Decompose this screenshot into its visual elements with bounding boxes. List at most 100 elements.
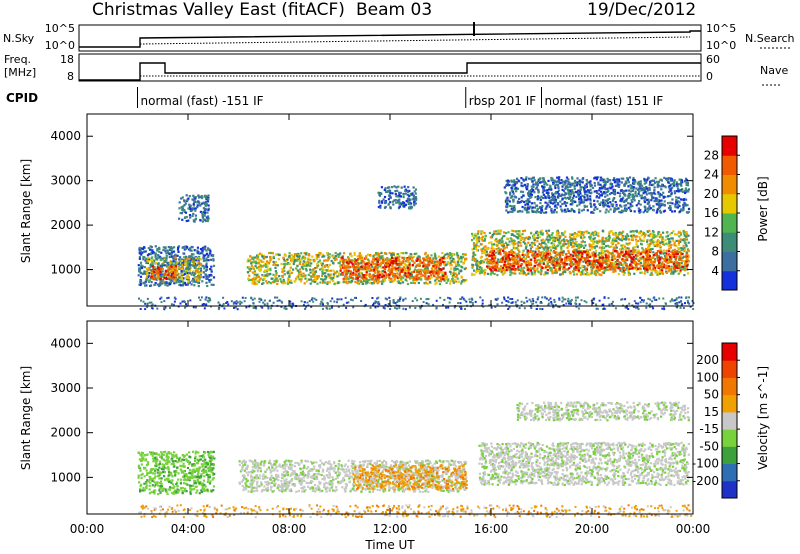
power-cell	[212, 276, 216, 279]
power-cell	[149, 265, 152, 268]
power-cell	[326, 259, 329, 262]
power-cell	[166, 284, 169, 287]
power-cell	[193, 196, 196, 199]
power-cell	[338, 272, 341, 275]
power-cell	[494, 251, 497, 254]
power-cell	[339, 252, 342, 255]
power-cell	[379, 263, 383, 266]
power-cell	[620, 251, 623, 254]
power-cell	[202, 211, 205, 214]
power-cell	[375, 264, 378, 267]
power-cell	[274, 277, 277, 280]
power-cell	[417, 255, 420, 258]
power-cell	[288, 269, 291, 272]
power-cell	[586, 272, 589, 275]
power-cell	[183, 204, 186, 207]
power-cell	[686, 256, 689, 259]
power-cell	[154, 254, 157, 257]
power-cell	[573, 258, 576, 261]
power-cell	[210, 274, 213, 277]
power-cell	[380, 251, 383, 254]
power-cell	[595, 240, 598, 243]
power-cell	[360, 280, 363, 283]
power-cell	[518, 272, 521, 275]
power-cell	[189, 258, 193, 261]
power-cell	[485, 254, 488, 257]
power-cell	[597, 232, 600, 235]
power-cell	[531, 254, 535, 257]
power-cell	[377, 255, 380, 258]
power-cell	[456, 260, 459, 263]
power-cell	[538, 246, 541, 250]
power-cell	[628, 267, 631, 270]
power-cell	[417, 278, 420, 281]
power-cell	[649, 263, 652, 266]
power-cell	[569, 256, 572, 259]
power-cell	[145, 261, 148, 264]
power-cell	[164, 250, 167, 253]
power-cell	[256, 257, 259, 260]
power-cell	[190, 255, 193, 258]
power-cell	[477, 232, 480, 235]
power-cell	[640, 243, 643, 246]
power-cell	[280, 262, 283, 266]
power-cell	[538, 236, 541, 239]
power-cell	[307, 262, 310, 265]
power-cell	[314, 267, 317, 270]
power-cell	[149, 277, 152, 280]
power-cell	[178, 281, 181, 284]
power-cell	[579, 273, 583, 276]
power-cell	[357, 272, 360, 275]
power-cell	[647, 249, 650, 252]
power-cell	[494, 254, 497, 258]
power-cell	[541, 242, 544, 245]
power-cell	[513, 266, 516, 269]
power-cell	[602, 242, 605, 246]
power-cell	[352, 265, 355, 268]
power-cell	[567, 244, 570, 247]
power-cell	[679, 258, 682, 261]
power-cell	[623, 262, 626, 265]
power-cell	[212, 283, 215, 286]
power-cell	[389, 259, 392, 262]
power-cell	[165, 281, 168, 284]
power-cell	[286, 263, 289, 266]
power-cell	[395, 275, 398, 278]
power-cell	[287, 277, 290, 280]
power-cell	[443, 279, 446, 282]
power-cell	[530, 258, 533, 261]
power-cell	[639, 261, 642, 265]
power-cell	[569, 243, 573, 246]
power-cell	[349, 277, 352, 280]
power-cell	[500, 260, 503, 263]
power-cell	[507, 268, 510, 271]
power-cell	[396, 195, 399, 198]
power-cell	[505, 264, 508, 267]
power-cell	[539, 261, 543, 264]
power-cell	[158, 255, 161, 258]
power-cell	[681, 252, 684, 256]
power-cell	[392, 257, 395, 260]
power-cell	[167, 275, 170, 278]
power-cell	[194, 217, 197, 220]
power-cell	[528, 270, 531, 273]
power-cell	[484, 258, 487, 261]
power-cell	[562, 238, 565, 241]
power-cell	[369, 254, 372, 257]
power-cell	[639, 256, 642, 260]
power-cell	[151, 249, 154, 252]
power-cell	[368, 278, 371, 281]
power-cell	[376, 274, 379, 277]
power-cell	[391, 265, 394, 268]
power-cell	[540, 243, 543, 246]
power-cell	[670, 267, 673, 271]
power-cell	[194, 196, 197, 199]
power-cell	[257, 268, 260, 271]
power-cell	[558, 253, 561, 256]
power-cell	[273, 262, 276, 265]
power-cell	[404, 278, 407, 281]
power-cell	[683, 247, 686, 250]
power-cell	[659, 241, 662, 244]
power-cell	[601, 261, 604, 264]
